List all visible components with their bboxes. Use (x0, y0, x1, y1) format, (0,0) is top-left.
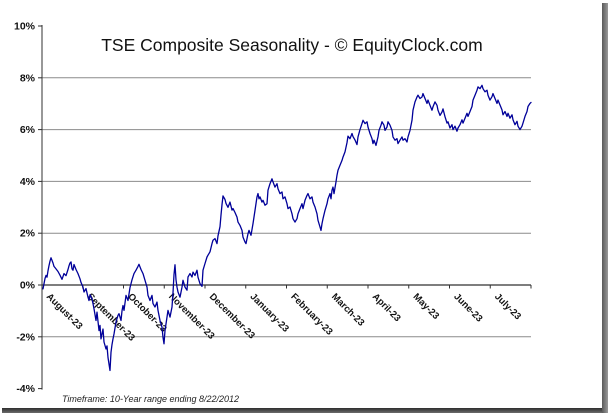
y-axis-tick-labels: 10% 8% 6% 4% 2% 0% -2% -4% (14, 21, 36, 396)
month-label: August-23 (44, 291, 85, 332)
svg-text:4%: 4% (20, 176, 36, 188)
x-axis-month-labels: August-23 September-23October-23November-… (44, 291, 523, 343)
month-label: April-23 (370, 291, 403, 324)
y-axis (38, 25, 43, 390)
month-label: January-23 (248, 291, 291, 334)
month-label: March-23 (329, 291, 366, 328)
seasonality-line-series (42, 84, 532, 372)
x-axis (41, 284, 532, 289)
chart-title: TSE Composite Seasonality - © EquityCloc… (101, 35, 483, 55)
svg-text:8%: 8% (20, 72, 36, 84)
svg-text:6%: 6% (20, 124, 36, 136)
month-label: February-23 (288, 291, 334, 337)
gridlines (42, 77, 531, 338)
frame-shadow-bottom (2, 408, 605, 413)
month-label: June-23 (451, 291, 484, 324)
svg-text:10%: 10% (14, 21, 36, 33)
month-label: May-23 (411, 291, 442, 322)
svg-text:-2%: -2% (16, 331, 35, 343)
frame-shadow-right (602, 3, 608, 413)
svg-text:-4%: -4% (16, 383, 35, 395)
month-label: July-23 (492, 291, 523, 322)
timeframe-footnote: Timeframe: 10-Year range ending 8/22/201… (62, 394, 239, 404)
svg-text:2%: 2% (20, 228, 36, 240)
svg-text:0%: 0% (20, 280, 36, 292)
